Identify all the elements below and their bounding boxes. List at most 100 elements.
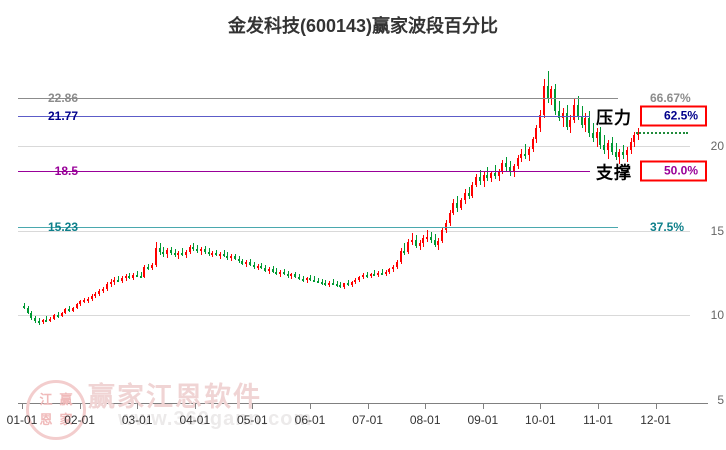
candle-body (618, 151, 620, 157)
candle-body (468, 192, 470, 196)
candle-body (592, 133, 594, 139)
candle-body (155, 248, 157, 266)
candle-body (370, 273, 372, 277)
candle-body (630, 141, 632, 151)
x-axis-tick (252, 403, 254, 409)
candle-body (298, 277, 300, 280)
candle-body (45, 320, 47, 323)
x-axis-tick-label: 12-01 (640, 413, 671, 427)
candle-body (174, 253, 176, 256)
candle-wick (193, 243, 194, 251)
x-axis-tick-label: 07-01 (352, 413, 383, 427)
candle-body (415, 239, 417, 246)
candle-body (83, 300, 85, 303)
candle-wick (299, 273, 300, 281)
x-axis-tick-label: 08-01 (409, 413, 441, 427)
candle-body (166, 250, 168, 255)
candle-body (328, 282, 330, 285)
x-axis-tick-label: 10-01 (525, 413, 556, 427)
candle-body (611, 143, 613, 152)
candle-body (192, 247, 194, 250)
band-2177-line (18, 116, 590, 118)
band-2286-left-connector (82, 97, 100, 99)
resistance-tag: 压力 (596, 108, 632, 128)
band-1850-percent-label: 50.0% (640, 160, 708, 182)
candle-wick (333, 279, 334, 286)
y-axis-tick-label: 5 (717, 393, 724, 407)
x-axis-tick-label: 01-01 (6, 413, 38, 427)
x-axis-tick-label: 09-01 (467, 413, 499, 427)
candle-wick (310, 275, 311, 282)
candle-wick (318, 277, 319, 284)
candle-wick (276, 268, 277, 276)
x-axis-tick (310, 403, 311, 409)
candle-body (437, 240, 439, 245)
x-axis-tick (540, 403, 542, 409)
candle-body (464, 192, 466, 201)
candle-body (430, 237, 432, 240)
candle-body (208, 252, 210, 255)
candle-body (136, 275, 138, 278)
watermark-seal-char: 家 (59, 412, 73, 427)
candle-body (125, 276, 127, 279)
candle-body (573, 104, 575, 120)
candle-body (113, 279, 115, 283)
candle-body (196, 248, 198, 251)
candle-body (185, 251, 187, 255)
candle-body (358, 277, 360, 280)
candle-body (238, 259, 240, 262)
band-2286-price-label: 22.86 (47, 90, 78, 105)
candle-body (177, 252, 179, 256)
candle-body (505, 162, 507, 168)
candle-wick (604, 134, 605, 154)
candle-body (396, 261, 398, 268)
candle-body (287, 273, 289, 277)
candle-body (385, 271, 387, 274)
candle-body (377, 272, 379, 276)
candle-body (306, 278, 308, 281)
candle-body (354, 279, 356, 283)
x-axis-tick (137, 403, 139, 409)
candle-body (479, 177, 481, 181)
candle-body (53, 314, 55, 319)
candle-body (264, 268, 266, 271)
watermark-seal-char: 江 (39, 392, 53, 407)
band-1523-price-label: 15.23 (47, 219, 78, 234)
gridline (18, 230, 690, 232)
band-2286-percent-label: 66.67% (650, 90, 691, 105)
candle-body (219, 253, 221, 256)
candle-body (434, 239, 436, 245)
candle-body (490, 173, 492, 179)
candle-body (200, 248, 202, 251)
candle-body (102, 288, 104, 292)
candle-body (117, 279, 119, 282)
candle-body (313, 279, 315, 282)
candle-body (535, 128, 537, 140)
candle-body (162, 251, 164, 255)
candle-body (343, 283, 345, 287)
x-axis-tick-label: 11-01 (583, 413, 613, 427)
candle-wick (314, 276, 315, 283)
candle-wick (525, 144, 526, 159)
candle-body (211, 252, 213, 255)
candle-body (98, 291, 100, 294)
candle-body (79, 301, 81, 305)
candle-body (87, 299, 89, 302)
gridline (18, 146, 690, 147)
candle-body (588, 118, 590, 134)
candle-body (283, 271, 285, 274)
candle-body (249, 261, 251, 265)
candle-wick (374, 270, 375, 277)
candle-wick (303, 275, 304, 282)
candle-wick (427, 229, 428, 242)
candle-body (445, 223, 447, 231)
x-axis-baseline (18, 403, 708, 404)
candle-body (626, 150, 628, 156)
candle-body (309, 278, 311, 281)
candle-body (633, 134, 635, 142)
candle-body (61, 312, 63, 317)
candle-body (57, 314, 59, 317)
watermark-seal-char: 恩 (39, 412, 53, 427)
candle-body (520, 153, 522, 158)
candle-body (603, 145, 605, 151)
